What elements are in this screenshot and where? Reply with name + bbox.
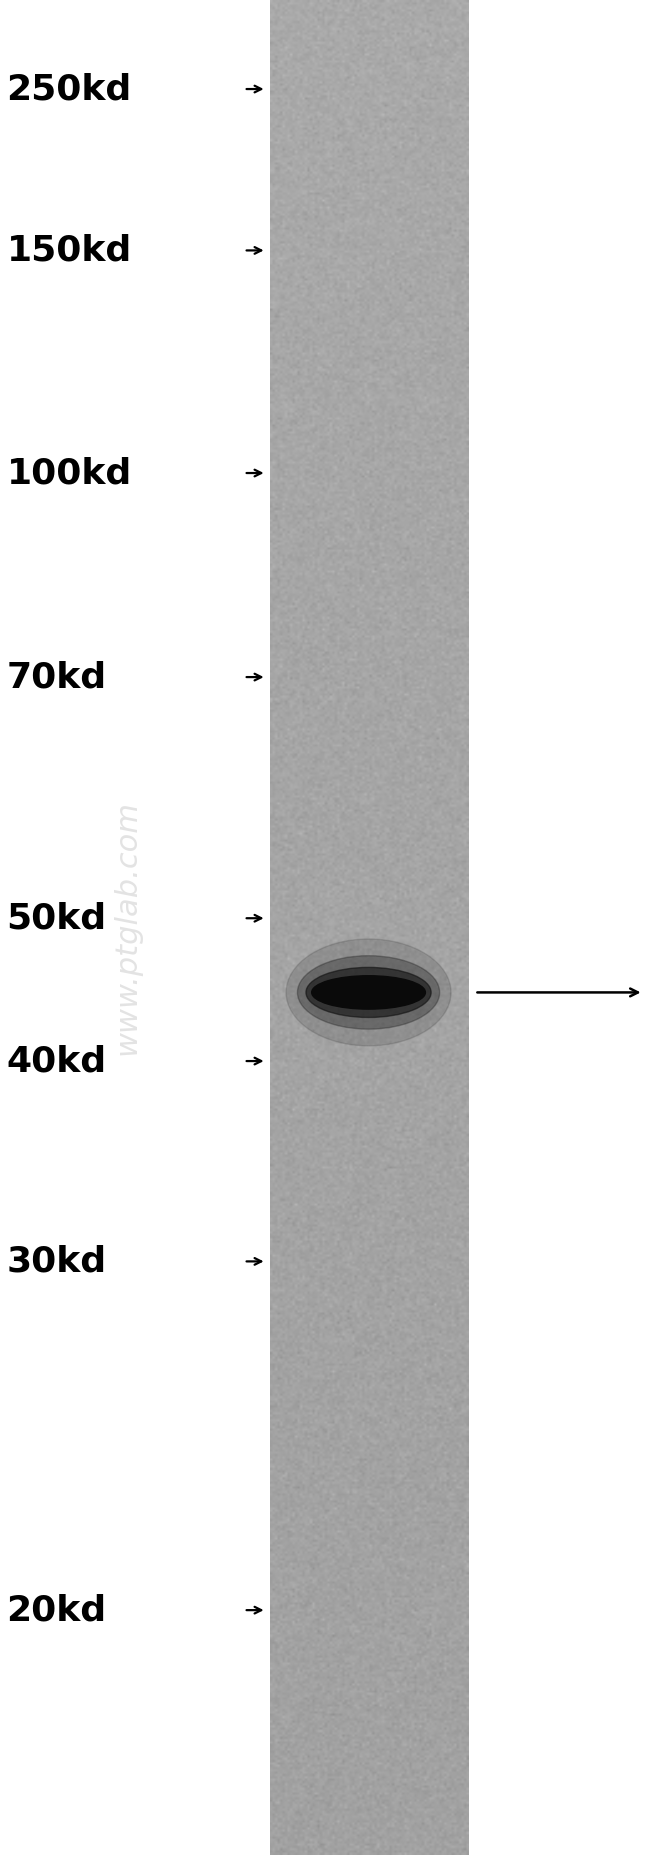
Ellipse shape [286, 939, 451, 1046]
Ellipse shape [311, 976, 425, 1009]
Text: 40kd: 40kd [6, 1044, 107, 1078]
Text: 70kd: 70kd [6, 660, 107, 694]
Text: 30kd: 30kd [6, 1245, 107, 1278]
Text: www.ptglab.com: www.ptglab.com [112, 800, 141, 1055]
Text: 50kd: 50kd [6, 902, 107, 935]
Ellipse shape [306, 968, 431, 1017]
Text: 20kd: 20kd [6, 1593, 107, 1627]
Ellipse shape [298, 955, 439, 1030]
Text: 250kd: 250kd [6, 72, 132, 106]
Text: 150kd: 150kd [6, 234, 132, 267]
Text: 100kd: 100kd [6, 456, 132, 490]
